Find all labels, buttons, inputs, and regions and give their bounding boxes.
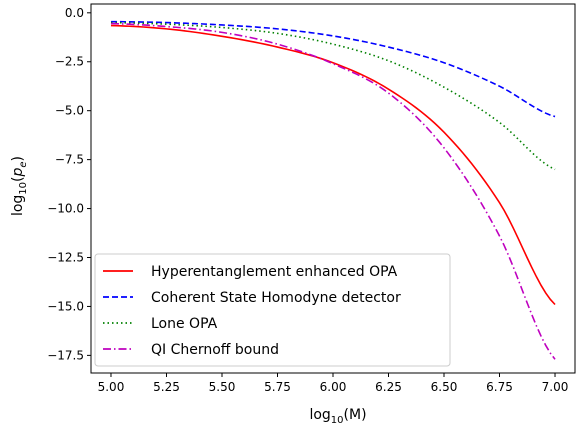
legend-label: Lone OPA <box>151 316 218 332</box>
y-tick-label: −10.0 <box>47 202 84 216</box>
x-tick-label: 6.75 <box>486 380 513 394</box>
legend: Hyperentanglement enhanced OPA Coherent S… <box>94 253 451 367</box>
x-tick-label: 7.00 <box>542 380 569 394</box>
y-axis-ticks: 0.0 −2.5 −5.0 −7.5 −10.0 −12.5 −15.0 −17.5 <box>47 6 91 362</box>
x-tick-label: 6.00 <box>320 380 347 394</box>
y-tick-label: −2.5 <box>55 55 84 69</box>
y-tick-label: 0.0 <box>65 6 84 20</box>
x-tick-label: 5.00 <box>98 380 125 394</box>
y-axis-label: log10(pe) <box>10 156 29 216</box>
legend-box <box>94 253 451 367</box>
y-tick-label: −7.5 <box>55 153 84 167</box>
legend-label: Coherent State Homodyne detector <box>151 290 401 306</box>
legend-label: Hyperentanglement enhanced OPA <box>151 264 398 280</box>
series-line-2 <box>110 20 556 118</box>
y-tick-label: −15.0 <box>47 299 84 313</box>
x-tick-label: 5.50 <box>209 380 236 394</box>
y-tick-label: −5.0 <box>55 104 84 118</box>
series-line-4 <box>110 22 556 360</box>
y-tick-label: −17.5 <box>47 348 84 362</box>
series-line-3 <box>110 21 556 171</box>
x-tick-label: 5.25 <box>153 380 180 394</box>
plot-area <box>110 20 556 360</box>
axes-frame <box>90 3 576 374</box>
x-tick-label: 6.50 <box>431 380 458 394</box>
x-axis-ticks: 5.00 5.25 5.50 5.75 6.00 6.25 6.50 6.75 7.00 <box>98 373 569 394</box>
x-tick-label: 6.25 <box>375 380 402 394</box>
x-tick-label: 5.75 <box>264 380 291 394</box>
y-tick-label: −12.5 <box>47 251 84 265</box>
legend-items: Hyperentanglement enhanced OPA Coherent S… <box>103 264 401 358</box>
series-line-1 <box>110 24 556 306</box>
x-axis-label: log10(M) <box>309 407 366 426</box>
legend-label: QI Chernoff bound <box>151 342 279 358</box>
